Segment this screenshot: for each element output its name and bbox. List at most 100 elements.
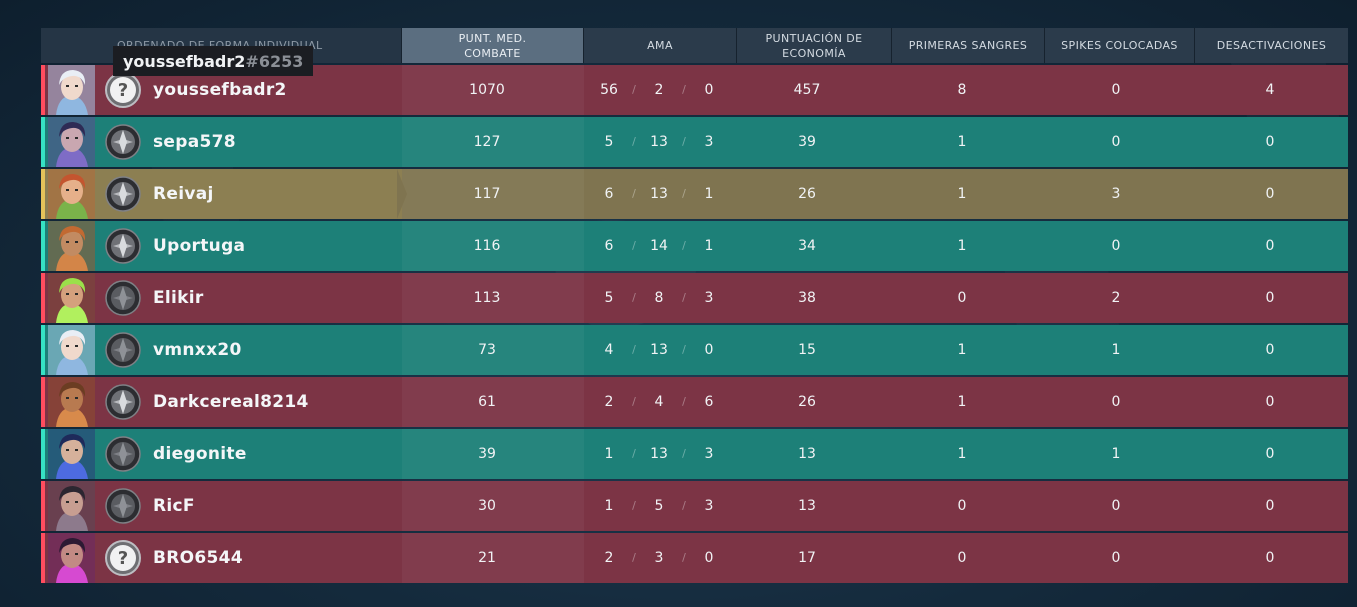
player-row[interactable]: Reivaj 117 6 / 13 / 1 26 1 3 0 [41, 169, 1348, 219]
sorted-column-shade [402, 117, 584, 167]
agent-portrait-icon [48, 533, 95, 583]
player-row[interactable]: Darkcereal8214 61 2 / 4 / 6 26 1 0 0 [41, 377, 1348, 427]
eco-header-line1: PUNTUACIÓN DE [765, 31, 863, 45]
player-identity: Uportuga [45, 221, 402, 271]
deaths-value: 14 [650, 238, 668, 254]
rank-badge-icon[interactable] [104, 383, 142, 421]
rank-badge-icon[interactable] [104, 487, 142, 525]
rank-badge-icon[interactable] [104, 227, 142, 265]
column-header-acs[interactable]: PUNT. MED. COMBATE [402, 28, 584, 63]
deaths-value: 3 [654, 550, 664, 566]
kills-value: 1 [604, 446, 614, 462]
first-bloods-value: 1 [957, 186, 967, 202]
first-bloods-value: 8 [957, 82, 967, 98]
player-name-tooltip: youssefbadr2 #6253 [113, 46, 314, 76]
spikes-planted-value: 0 [1111, 82, 1121, 98]
assists-value: 3 [704, 446, 714, 462]
defuses-value: 0 [1265, 186, 1275, 202]
column-header-spikes[interactable]: SPIKES COLOCADAS [1045, 28, 1195, 63]
kills-value: 5 [604, 290, 614, 306]
column-header-first-bloods[interactable]: PRIMERAS SANGRES [892, 28, 1045, 63]
player-identity: ? youssefbadr2 [45, 65, 402, 115]
player-row[interactable]: vmnxx20 73 4 / 13 / 0 15 1 1 0 [41, 325, 1348, 375]
team-color-stripe [41, 169, 45, 219]
deaths-value: 13 [650, 134, 668, 150]
player-name[interactable]: Darkcereal8214 [153, 392, 309, 412]
spikes-planted-value: 2 [1111, 290, 1121, 306]
kda-separator: / [632, 343, 636, 356]
player-name[interactable]: diegonite [153, 444, 247, 464]
first-bloods-value: 1 [957, 342, 967, 358]
rank-badge-icon[interactable]: ? [104, 539, 142, 577]
agent-portrait-icon [48, 325, 95, 375]
team-color-stripe [41, 221, 45, 271]
player-identity: vmnxx20 [45, 325, 402, 375]
kda-separator: / [682, 291, 686, 304]
team-color-stripe [41, 117, 45, 167]
team-color-stripe [41, 481, 45, 531]
kda-separator: / [682, 551, 686, 564]
defuses-value: 0 [1265, 446, 1275, 462]
player-name[interactable]: youssefbadr2 [153, 80, 287, 100]
spikes-planted-value: 0 [1111, 550, 1121, 566]
first-bloods-value: 0 [957, 550, 967, 566]
rank-badge-icon[interactable] [104, 123, 142, 161]
team-color-stripe [41, 325, 45, 375]
kills-value: 6 [604, 238, 614, 254]
defuses-value: 0 [1265, 238, 1275, 254]
player-row[interactable]: sepa578 127 5 / 13 / 3 39 1 0 0 [41, 117, 1348, 167]
deaths-value: 13 [650, 342, 668, 358]
first-bloods-value: 1 [957, 446, 967, 462]
column-header-defuses[interactable]: DESACTIVACIONES [1195, 28, 1348, 63]
kills-value: 56 [600, 82, 618, 98]
spikes-header-text: SPIKES COLOCADAS [1061, 39, 1178, 52]
assists-value: 3 [704, 498, 714, 514]
player-name[interactable]: sepa578 [153, 132, 236, 152]
rank-badge-icon[interactable] [104, 331, 142, 369]
kills-value: 4 [604, 342, 614, 358]
rank-badge-icon[interactable] [104, 435, 142, 473]
acs-header-line2: COMBATE [464, 46, 521, 60]
team-color-stripe [41, 533, 45, 583]
column-header-economy[interactable]: PUNTUACIÓN DE ECONOMÍA [737, 28, 892, 63]
deaths-value: 5 [654, 498, 664, 514]
player-identity: Reivaj [45, 169, 402, 219]
scoreboard: ORDENADO DE FORMA INDIVIDUAL PUNT. MED.C… [41, 28, 1348, 583]
svg-text:?: ? [118, 548, 128, 569]
economy-value: 38 [798, 290, 816, 306]
kda-separator: / [682, 343, 686, 356]
player-row[interactable]: RicF 30 1 / 5 / 3 13 0 0 0 [41, 481, 1348, 531]
player-row[interactable]: diegonite 39 1 / 13 / 3 13 1 1 0 [41, 429, 1348, 479]
economy-value: 13 [798, 446, 816, 462]
agent-portrait-icon [48, 65, 95, 115]
player-name[interactable]: Reivaj [153, 184, 214, 204]
column-header-kda[interactable]: AMA [584, 28, 737, 63]
deaths-value: 13 [650, 446, 668, 462]
player-name[interactable]: RicF [153, 496, 195, 516]
sorted-column-shade [402, 169, 584, 219]
kda-separator: / [632, 551, 636, 564]
rank-badge-icon[interactable] [104, 279, 142, 317]
defuses-header-text: DESACTIVACIONES [1216, 39, 1327, 52]
kda-separator: / [632, 135, 636, 148]
player-name[interactable]: Elikir [153, 288, 204, 308]
player-name[interactable]: Uportuga [153, 236, 246, 256]
player-name[interactable]: vmnxx20 [153, 340, 242, 360]
rank-badge-icon[interactable] [104, 175, 142, 213]
kills-value: 2 [604, 394, 614, 410]
deaths-value: 4 [654, 394, 664, 410]
assists-value: 0 [704, 550, 714, 566]
spikes-planted-value: 0 [1111, 394, 1121, 410]
player-row[interactable]: Elikir 113 5 / 8 / 3 38 0 2 0 [41, 273, 1348, 323]
agent-portrait-icon [48, 377, 95, 427]
sorted-column-shade [402, 65, 584, 115]
spikes-planted-value: 1 [1111, 342, 1121, 358]
team-color-stripe [41, 273, 45, 323]
rank-badge-icon[interactable]: ? [104, 71, 142, 109]
player-row[interactable]: Uportuga 116 6 / 14 / 1 34 1 0 0 [41, 221, 1348, 271]
assists-value: 1 [704, 238, 714, 254]
first-bloods-value: 0 [957, 498, 967, 514]
player-name[interactable]: BRO6544 [153, 548, 243, 568]
sorted-column-shade [402, 533, 584, 583]
player-row[interactable]: ? BRO6544 21 2 / 3 / 0 17 0 0 0 [41, 533, 1348, 583]
